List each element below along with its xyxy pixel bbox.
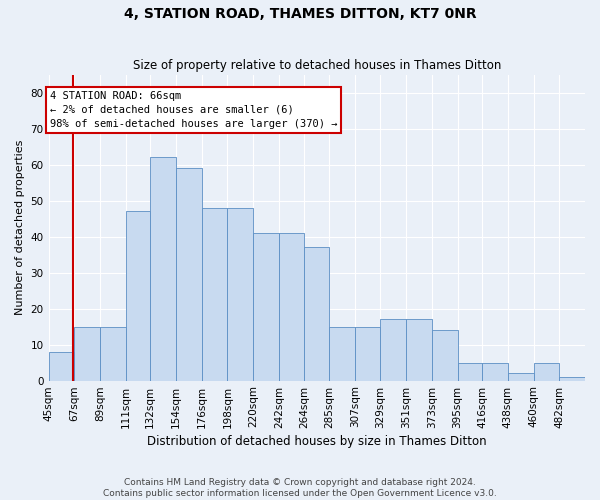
Text: Contains HM Land Registry data © Crown copyright and database right 2024.
Contai: Contains HM Land Registry data © Crown c…	[103, 478, 497, 498]
Bar	[380, 320, 406, 380]
Bar	[279, 233, 304, 380]
Bar	[355, 326, 380, 380]
Bar	[432, 330, 458, 380]
Bar	[458, 362, 482, 380]
Y-axis label: Number of detached properties: Number of detached properties	[15, 140, 25, 316]
Bar	[482, 362, 508, 380]
Bar	[176, 168, 202, 380]
Bar	[150, 158, 176, 380]
Bar	[125, 212, 150, 380]
Bar	[304, 248, 329, 380]
Bar	[49, 352, 74, 380]
Text: 4, STATION ROAD, THAMES DITTON, KT7 0NR: 4, STATION ROAD, THAMES DITTON, KT7 0NR	[124, 8, 476, 22]
Title: Size of property relative to detached houses in Thames Ditton: Size of property relative to detached ho…	[133, 59, 501, 72]
Bar	[508, 374, 533, 380]
Bar	[253, 233, 279, 380]
Bar	[227, 208, 253, 380]
Bar	[559, 377, 585, 380]
Text: 4 STATION ROAD: 66sqm
← 2% of detached houses are smaller (6)
98% of semi-detach: 4 STATION ROAD: 66sqm ← 2% of detached h…	[50, 91, 337, 129]
Bar	[202, 208, 227, 380]
Bar	[100, 326, 125, 380]
Bar	[406, 320, 432, 380]
Bar	[533, 362, 559, 380]
Bar	[74, 326, 100, 380]
Bar	[329, 326, 355, 380]
X-axis label: Distribution of detached houses by size in Thames Ditton: Distribution of detached houses by size …	[147, 434, 487, 448]
